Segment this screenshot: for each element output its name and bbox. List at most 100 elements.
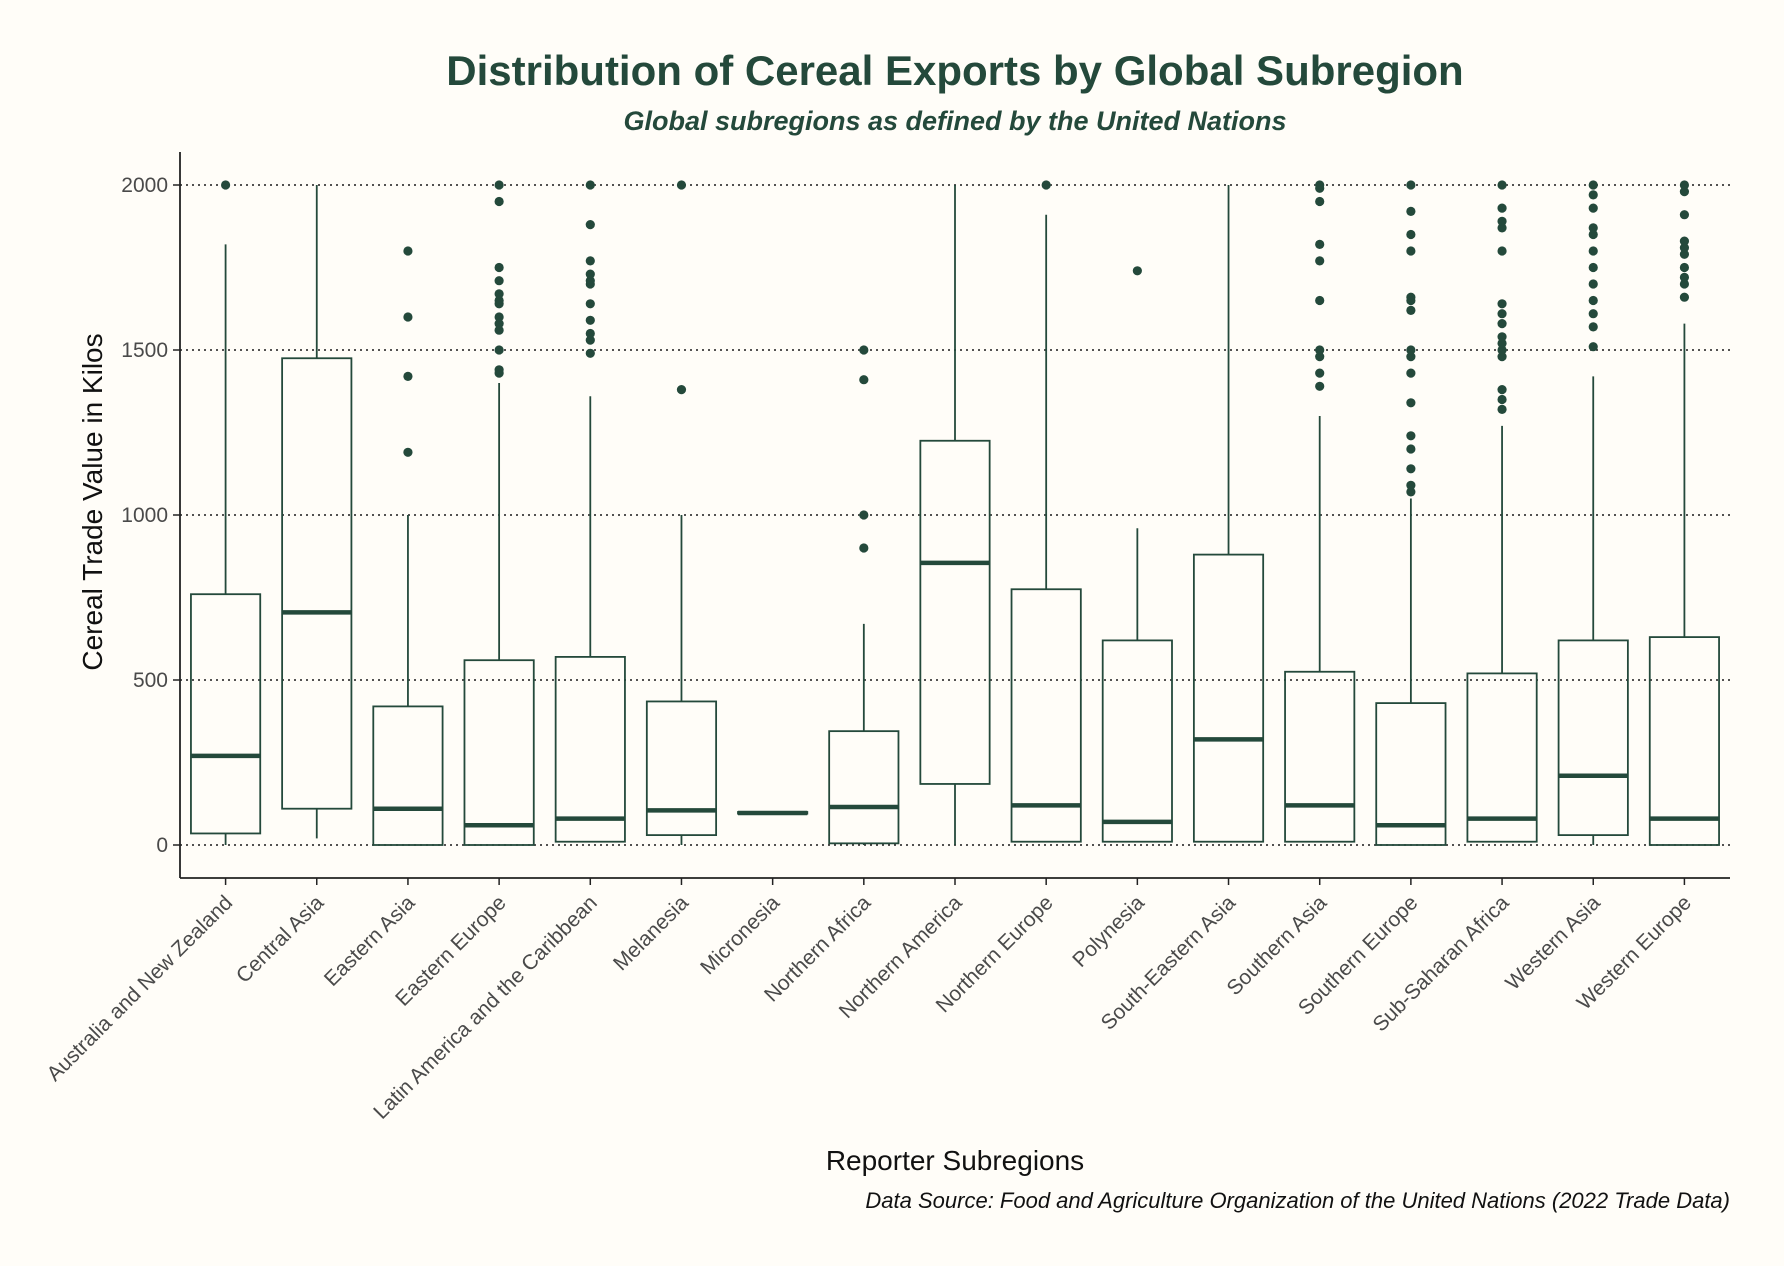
outlier-point (1406, 180, 1416, 190)
data-source-caption: Data Source: Food and Agriculture Organi… (865, 1188, 1730, 1213)
y-tick-label: 0 (156, 834, 168, 857)
outlier-point (1497, 216, 1507, 226)
outlier-point (1497, 223, 1507, 233)
outlier-point (1041, 180, 1051, 190)
outlier-point (1588, 190, 1598, 200)
box-iqr (1101, 639, 1173, 843)
outlier-point (494, 196, 504, 207)
outlier-point (1588, 262, 1598, 273)
outlier-point (1406, 368, 1416, 378)
box-iqr (190, 593, 262, 835)
outlier-point (1679, 279, 1690, 289)
outlier-point (1588, 229, 1598, 240)
outlier-point (1679, 236, 1690, 246)
outlier-point (1679, 180, 1690, 190)
outlier-point (494, 345, 504, 355)
box-group (1375, 180, 1447, 846)
outlier-point (1497, 338, 1507, 348)
outlier-point (1406, 206, 1416, 216)
outlier-point (585, 315, 595, 325)
outlier-point (1497, 246, 1507, 256)
box-iqr (919, 439, 991, 785)
box-iqr (1557, 639, 1629, 837)
box-iqr (1466, 672, 1538, 843)
box-group (645, 180, 718, 845)
outlier-point (585, 328, 595, 339)
outlier-point (585, 220, 595, 230)
box-group (1648, 180, 1720, 846)
x-tick-label: Central Asia (232, 891, 329, 988)
outlier-point (585, 276, 595, 286)
box-group (1466, 180, 1538, 843)
outlier-point (1497, 319, 1507, 329)
outlier-point (1588, 322, 1598, 332)
outlier-point (1497, 352, 1507, 362)
outlier-point (585, 269, 595, 279)
outlier-point (1406, 431, 1416, 441)
outlier-point (1315, 239, 1325, 249)
outlier-point (1406, 480, 1416, 490)
outlier-point (1406, 345, 1416, 355)
box-group (281, 185, 353, 839)
box-iqr (463, 659, 535, 846)
box-iqr (1010, 588, 1082, 843)
box-group (1010, 180, 1082, 843)
outlier-point (1497, 180, 1507, 190)
outlier-point (1588, 295, 1598, 306)
box-group (737, 810, 809, 816)
outlier-point (1679, 249, 1690, 259)
outlier-point (585, 335, 595, 345)
box-iqr (1648, 636, 1720, 846)
outlier-point (1315, 196, 1325, 207)
outlier-point (676, 385, 687, 395)
outlier-point (1406, 246, 1416, 256)
x-tick-label: Eastern Asia (320, 891, 420, 991)
box-group (1101, 266, 1173, 843)
y-axis-title: Cereal Trade Value in Kilos (77, 333, 108, 670)
outlier-point (1497, 309, 1507, 319)
box-group (190, 180, 262, 845)
outlier-point (1315, 368, 1325, 378)
outlier-point (859, 375, 869, 385)
outlier-point (1315, 180, 1325, 190)
box-iqr (1375, 702, 1447, 846)
outlier-point (1679, 187, 1690, 197)
chart-subtitle: Global subregions as defined by the Unit… (623, 106, 1286, 136)
chart-title: Distribution of Cereal Exports by Global… (446, 47, 1463, 94)
outlier-point (403, 246, 413, 256)
outlier-point (1406, 305, 1416, 315)
outlier-point (1132, 266, 1142, 276)
axes: 0 500 1000 1500 2000 Australia and New Zealan… (43, 152, 1730, 1124)
outlier-point (1315, 381, 1325, 391)
box-group (1557, 180, 1629, 845)
outlier-point (494, 180, 504, 190)
outlier-point (1679, 272, 1690, 282)
x-axis-title: Reporter Subregions (826, 1145, 1084, 1176)
box-iqr (645, 700, 718, 837)
outlier-point (220, 180, 231, 190)
outlier-point (403, 312, 413, 322)
outlier-point (1679, 210, 1690, 220)
outlier-point (1406, 292, 1416, 302)
outlier-point (859, 510, 869, 520)
x-tick-label: Melanesia (609, 891, 693, 975)
outlier-point (1315, 345, 1325, 355)
outlier-point (1497, 394, 1507, 405)
x-tick-label: Western Asia (1501, 891, 1605, 995)
outlier-point (494, 312, 504, 322)
outlier-point (676, 180, 687, 190)
x-tick-label: Australia and New Zealand (43, 891, 238, 1086)
outlier-point (1315, 295, 1325, 306)
outlier-point (1588, 246, 1598, 256)
outlier-point (403, 371, 413, 381)
outlier-point (1588, 203, 1598, 213)
outlier-point (494, 276, 504, 286)
box-group (372, 246, 444, 846)
outlier-point (585, 180, 595, 190)
box-group (1284, 180, 1356, 843)
y-tick-label: 1500 (121, 339, 168, 362)
y-tick-label: 2000 (121, 174, 168, 197)
box-iqr (372, 705, 444, 846)
outlier-point (1679, 262, 1690, 273)
